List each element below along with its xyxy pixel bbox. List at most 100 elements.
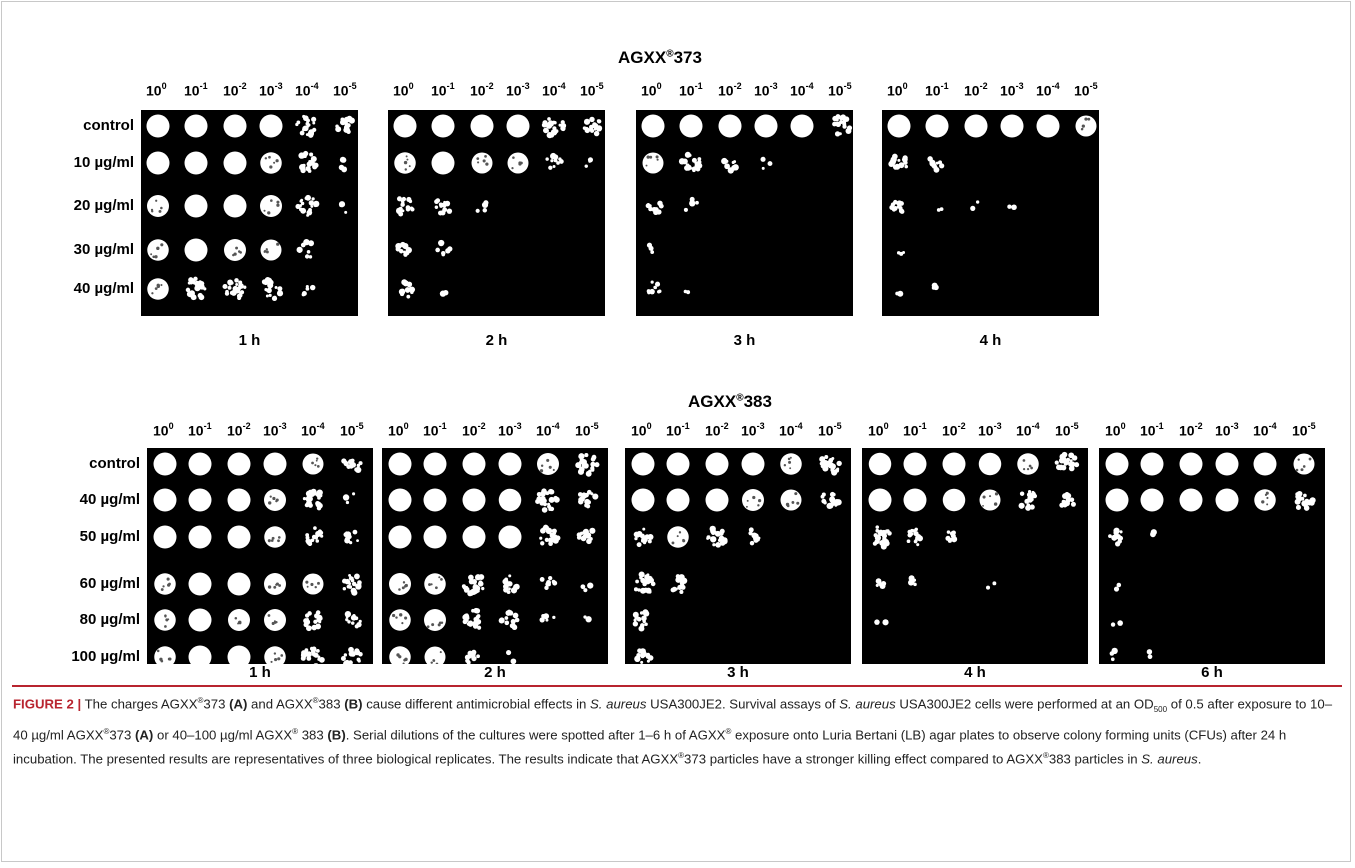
dilution-label: 10-1 [188, 421, 212, 439]
colony-dot [305, 533, 310, 537]
dilution-label: 10-4 [536, 421, 560, 439]
colony-spot-texture [168, 582, 171, 586]
dilution-exponent: -4 [557, 81, 566, 91]
colony-spot [227, 572, 251, 596]
colony-dot [348, 463, 354, 469]
colony-dot [556, 161, 560, 165]
colony-dot [340, 655, 346, 662]
colony-dot [551, 529, 555, 533]
colony-spot-texture [439, 651, 442, 654]
row-label: 10 µg/ml [73, 154, 134, 171]
dilution-exponent: -5 [590, 421, 599, 431]
panel-title-panel_a: AGXX®373 [618, 48, 702, 68]
dilution-label: 100 [393, 81, 414, 99]
colony-spot-texture [678, 531, 682, 534]
colony-dot [313, 162, 319, 168]
colony-spot [147, 278, 169, 300]
colony-dot [473, 607, 479, 614]
colony-dot [551, 156, 555, 160]
dilution-label: 10-4 [542, 81, 566, 99]
dilution-label: 10-3 [1000, 81, 1024, 99]
colony-dot [882, 536, 887, 542]
colony-dot [477, 625, 482, 630]
colony-dot [309, 152, 314, 157]
colony-dot [342, 494, 350, 501]
colony-dot [302, 114, 306, 119]
dilution-label: 10-2 [718, 81, 742, 99]
colony-spot-texture [430, 661, 433, 664]
dilution-label: 10-4 [779, 421, 803, 439]
dilution-base: 10 [498, 422, 514, 439]
caption-rule [12, 685, 1342, 687]
colony-spot-texture [263, 250, 266, 253]
colony-spot-texture [785, 502, 790, 507]
colony-dot [576, 532, 582, 538]
colony-dot [584, 164, 588, 168]
colony-dot [306, 209, 313, 216]
colony-dot [481, 586, 485, 591]
colony-dot [583, 494, 587, 499]
dilution-base: 10 [978, 422, 994, 439]
colony-dot [1064, 491, 1070, 497]
colony-dot [642, 527, 646, 531]
dilution-base: 10 [146, 82, 162, 99]
colony-spot [188, 488, 212, 512]
colony-dot [352, 614, 356, 618]
colony-spot [1036, 114, 1060, 138]
time-label: 3 h [727, 664, 749, 681]
colony-dot [340, 117, 345, 122]
colony-dot [892, 164, 896, 168]
dilution-base: 10 [828, 82, 844, 99]
colony-dot [466, 660, 471, 665]
colony-dot [585, 616, 592, 623]
colony-dot [640, 660, 644, 664]
colony-dot [308, 200, 314, 206]
dilution-label: 10-2 [1179, 421, 1203, 439]
colony-dot [543, 613, 550, 620]
colony-spot [925, 114, 949, 138]
dilution-base: 10 [259, 82, 275, 99]
colony-spot [264, 646, 286, 668]
dilution-base: 10 [1140, 422, 1156, 439]
colony-dot [1011, 204, 1017, 211]
colony-dot [358, 582, 362, 586]
colony-spot [228, 609, 250, 631]
colony-dot [834, 131, 841, 137]
dilution-exponent: -5 [348, 81, 357, 91]
colony-dot [350, 621, 355, 625]
colony-dot [312, 121, 316, 125]
colony-dot [306, 250, 311, 254]
colony-dot [304, 648, 309, 653]
colony-spot [188, 608, 212, 632]
dilution-exponent: 0 [403, 421, 409, 431]
colony-spot-texture [277, 536, 281, 539]
colony-dot [539, 536, 543, 540]
dilution-base: 10 [470, 82, 486, 99]
colony-dot [890, 202, 896, 207]
dilution-label: 10-5 [333, 81, 357, 99]
colony-spot-texture [477, 161, 480, 164]
colony-spot [263, 452, 287, 476]
dilution-base: 10 [575, 422, 591, 439]
colony-spot-texture [796, 501, 800, 505]
colony-dot [880, 543, 887, 550]
colony-spot [1215, 488, 1239, 512]
dilution-label: 10-1 [184, 81, 208, 99]
colony-spot [423, 525, 447, 549]
colony-spot [1179, 452, 1203, 476]
colony-spot [146, 114, 170, 138]
colony-dot [641, 615, 647, 622]
colony-spot-texture [982, 504, 984, 507]
dilution-exponent: -5 [843, 81, 852, 91]
colony-dot [829, 463, 836, 470]
colony-spot [184, 238, 208, 262]
dilution-base: 10 [666, 422, 682, 439]
colony-dot [545, 122, 553, 129]
dilution-base: 10 [631, 422, 647, 439]
colony-dot [343, 461, 349, 467]
colony-dot [1069, 459, 1073, 463]
colony-dot [821, 498, 827, 504]
colony-dot [710, 536, 717, 543]
dilution-base: 10 [1074, 82, 1090, 99]
dilution-exponent: -4 [1051, 81, 1060, 91]
